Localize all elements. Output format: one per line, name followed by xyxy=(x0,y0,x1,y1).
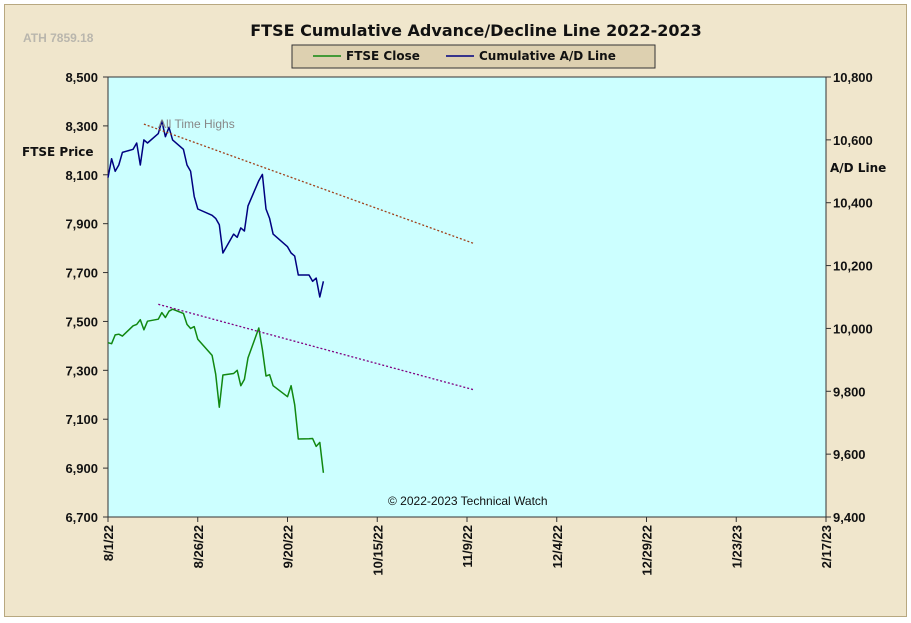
x-tick-label: 2/17/23 xyxy=(819,525,834,568)
right-tick-label: 10,000 xyxy=(833,321,873,336)
left-tick-label: 7,300 xyxy=(65,363,98,378)
x-tick-label: 11/9/22 xyxy=(460,525,475,568)
left-tick-label: 8,300 xyxy=(65,119,98,134)
chart-svg: ATH 7859.18 FTSE Cumulative Advance/Decl… xyxy=(22,21,886,576)
x-tick-label: 8/1/22 xyxy=(101,525,116,561)
plot-area xyxy=(107,76,827,518)
x-tick-label: 9/20/22 xyxy=(281,525,296,568)
series-layer xyxy=(107,120,475,473)
series-line-ad-line xyxy=(107,120,325,298)
copyright-label: © 2022-2023 Technical Watch xyxy=(388,494,548,508)
right-tick-label: 9,600 xyxy=(833,447,866,462)
right-axis: 9,400 9,600 9,800 10,000 10,200 10,400 10,600 1… xyxy=(826,70,873,525)
legend-label-ad: Cumulative A/D Line xyxy=(479,49,616,63)
legend-label-ftse: FTSE Close xyxy=(346,49,420,63)
x-axis: 8/1/22 8/26/22 9/20/22 10/15/22 11/9/22 12/4/… xyxy=(101,517,834,576)
left-tick-label: 7,700 xyxy=(65,266,98,281)
x-tick-label: 12/29/22 xyxy=(640,525,655,576)
right-tick-label: 10,800 xyxy=(833,70,873,85)
trendline-ftse xyxy=(158,303,475,391)
left-tick-label: 8,500 xyxy=(65,70,98,85)
right-tick-label: 9,400 xyxy=(833,510,866,525)
right-tick-label: 10,200 xyxy=(833,259,873,274)
trendline-ad xyxy=(143,123,475,245)
right-axis-label: A/D Line xyxy=(830,161,886,175)
x-tick-label: 10/15/22 xyxy=(370,525,385,576)
chart-frame: ATH 7859.18 FTSE Cumulative Advance/Decl… xyxy=(4,4,907,617)
legend: FTSE Close Cumulative A/D Line xyxy=(291,44,656,69)
left-tick-label: 6,900 xyxy=(65,461,98,476)
left-tick-label: 7,100 xyxy=(65,412,98,427)
left-axis-label: FTSE Price xyxy=(22,145,93,159)
left-tick-label: 6,700 xyxy=(65,510,98,525)
left-tick-label: 7,900 xyxy=(65,217,98,232)
x-tick-label: 8/26/22 xyxy=(191,525,206,568)
x-tick-label: 1/23/23 xyxy=(729,525,744,568)
x-tick-label: 12/4/22 xyxy=(550,525,565,568)
chart-title: FTSE Cumulative Advance/Decline Line 202… xyxy=(250,21,702,40)
left-axis: 6,700 6,900 7,100 7,300 7,500 7,700 7,900 8,100… xyxy=(65,70,108,525)
left-tick-label: 8,100 xyxy=(65,168,98,183)
right-tick-label: 10,600 xyxy=(833,133,873,148)
right-tick-label: 9,800 xyxy=(833,384,866,399)
series-line-ftse-close xyxy=(107,308,325,473)
ath-label: ATH 7859.18 xyxy=(23,31,94,45)
annotation-all-time-highs: All Time Highs xyxy=(158,117,235,131)
left-tick-label: 7,500 xyxy=(65,314,98,329)
right-tick-label: 10,400 xyxy=(833,196,873,211)
